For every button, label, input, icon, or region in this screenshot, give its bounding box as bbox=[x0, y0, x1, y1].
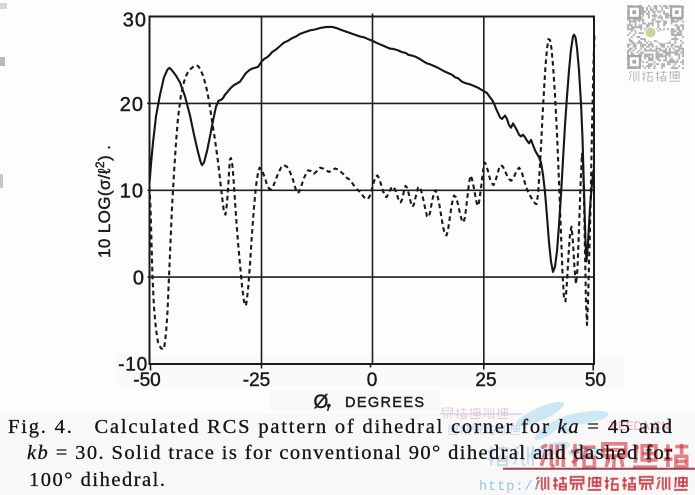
svg-text:http://: http:// bbox=[479, 480, 543, 495]
svg-text:-25: -25 bbox=[243, 370, 270, 391]
svg-text:-10: -10 bbox=[118, 355, 148, 376]
svg-text:kb = 30. Solid trace is for co: kb = 30. Solid trace is for conventional… bbox=[27, 442, 672, 464]
svg-text:REEDA.CN: REEDA.CN bbox=[610, 421, 669, 433]
svg-text:30: 30 bbox=[123, 10, 147, 32]
svg-text:DEGREES: DEGREES bbox=[345, 395, 425, 411]
svg-text:20: 20 bbox=[120, 94, 144, 116]
svg-text:50: 50 bbox=[585, 370, 606, 391]
svg-text:100° dihedral.: 100° dihedral. bbox=[29, 469, 165, 491]
svg-text:0: 0 bbox=[133, 268, 144, 290]
svg-text:0: 0 bbox=[367, 370, 378, 391]
svg-text:-50: -50 bbox=[133, 370, 160, 391]
svg-text:25: 25 bbox=[475, 370, 496, 391]
svg-text:Ø: Ø bbox=[314, 392, 329, 413]
svg-text:10 LOG(σ/ℓ2) .: 10 LOG(σ/ℓ2) . bbox=[93, 145, 114, 258]
svg-text:10: 10 bbox=[120, 181, 144, 203]
svg-text:Fig. 4. Calculated RCS patte: Fig. 4. Calculated RCS pattern of dihedr… bbox=[8, 416, 672, 438]
